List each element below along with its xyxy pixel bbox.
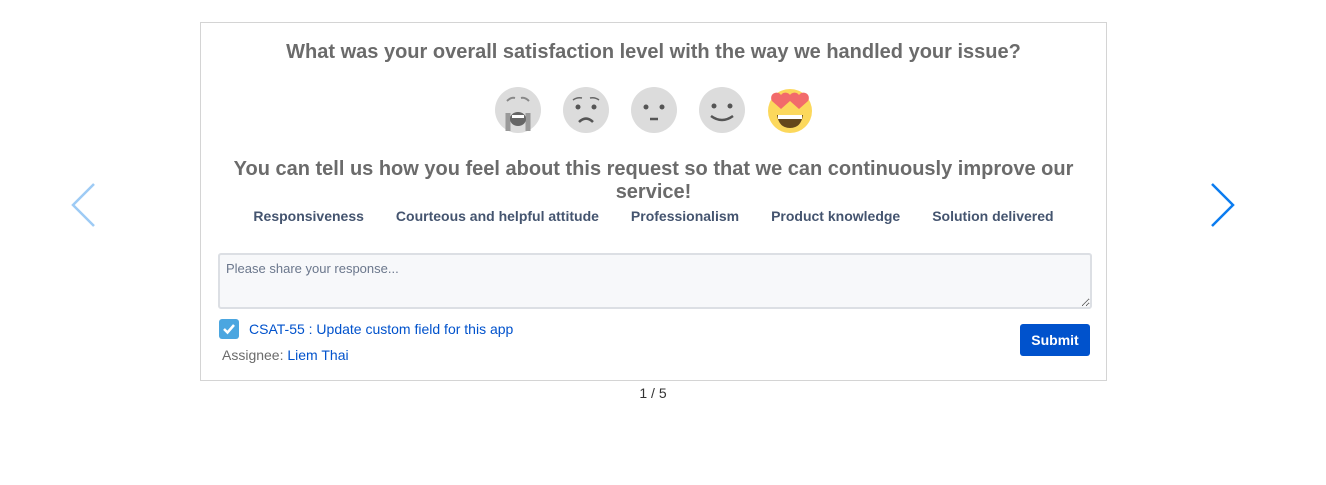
survey-card: What was your overall satisfaction level… (200, 22, 1107, 381)
rating-emojis (201, 87, 1106, 133)
heart-eyes-face-icon[interactable] (767, 87, 813, 133)
page-indicator: 1 / 5 (639, 385, 667, 401)
neutral-face-icon[interactable] (630, 87, 677, 133)
previous-arrow-icon[interactable] (70, 182, 98, 228)
issue-checkbox[interactable] (219, 319, 239, 339)
tag-responsiveness[interactable]: Responsiveness (253, 208, 364, 224)
worried-face-icon[interactable] (562, 87, 609, 133)
next-arrow-icon[interactable] (1208, 182, 1236, 228)
tag-solution-delivered[interactable]: Solution delivered (932, 208, 1054, 224)
question-title: What was your overall satisfaction level… (286, 41, 1021, 63)
smiling-face-icon[interactable] (698, 87, 745, 133)
tag-professionalism[interactable]: Professionalism (630, 208, 740, 224)
subheading: You can tell us how you feel about this … (233, 158, 1074, 203)
assignee-label: Assignee: (222, 347, 284, 363)
checkmark-icon (223, 324, 235, 335)
feedback-tags: Responsiveness Courteous and helpful att… (201, 208, 1106, 224)
crying-face-icon[interactable] (494, 87, 541, 133)
response-input[interactable] (218, 253, 1092, 309)
tag-courteous[interactable]: Courteous and helpful attitude (395, 208, 599, 224)
assignee-link[interactable]: Liem Thai (287, 347, 349, 363)
issue-link[interactable]: CSAT-55 : Update custom field for this a… (249, 321, 514, 337)
tag-product-knowledge[interactable]: Product knowledge (771, 208, 901, 224)
submit-button[interactable]: Submit (1020, 324, 1090, 356)
assignee: Assignee: Liem Thai (222, 347, 349, 363)
